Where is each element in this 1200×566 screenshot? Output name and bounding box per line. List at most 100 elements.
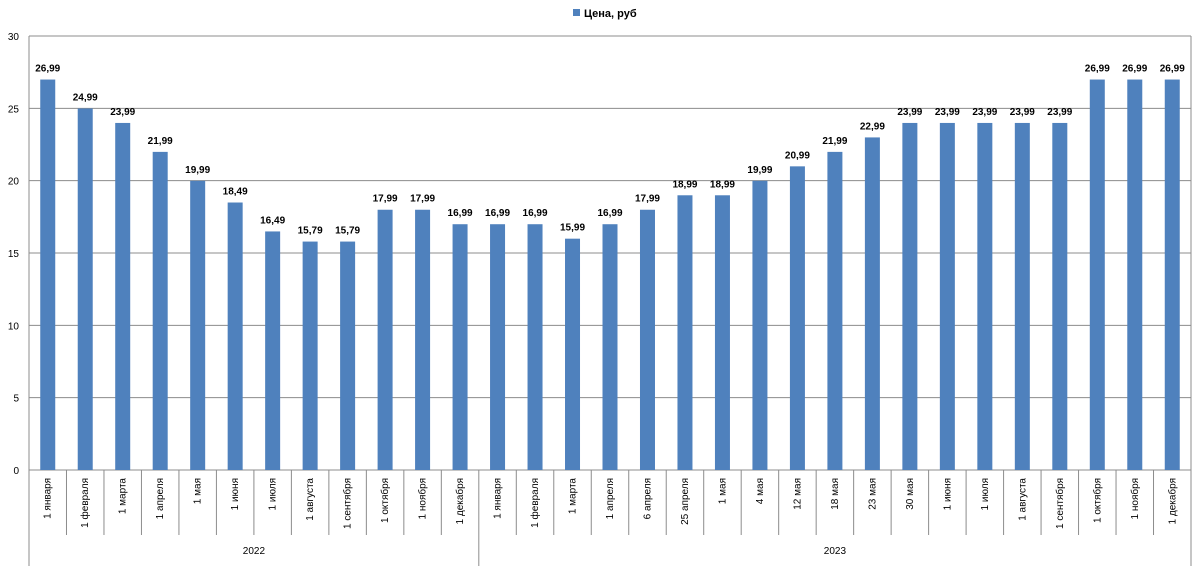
y-axis-ticks: 0 5 10 15 20 25 30 xyxy=(8,32,20,477)
x-category-label: 1 декабря xyxy=(1166,478,1178,524)
bar-value-label: 21,99 xyxy=(148,136,173,147)
y-tick-label: 30 xyxy=(8,32,20,43)
x-category-label: 23 мая xyxy=(867,478,878,510)
x-category-label: 30 мая xyxy=(905,478,916,510)
x-category-label: 1 мая xyxy=(193,478,204,504)
legend-swatch xyxy=(573,9,580,16)
x-category-label: 1 июня xyxy=(942,478,953,510)
bar xyxy=(1014,122,1030,470)
bar xyxy=(602,224,618,470)
bar xyxy=(490,224,506,470)
bar xyxy=(864,137,880,471)
bar xyxy=(40,79,56,470)
bar xyxy=(1089,79,1105,470)
x-category-label: 1 февраля xyxy=(529,478,541,528)
bar-value-label: 26,99 xyxy=(1085,64,1110,75)
x-category-label: 1 сентября xyxy=(1054,478,1066,529)
x-category-label: 18 мая xyxy=(830,478,841,510)
y-tick-label: 25 xyxy=(8,104,20,115)
y-tick-label: 20 xyxy=(8,177,20,188)
bar-value-label: 16,49 xyxy=(260,215,285,226)
bar xyxy=(677,195,693,470)
x-category-label: 1 марта xyxy=(118,478,129,515)
y-tick-label: 0 xyxy=(13,466,19,477)
x-category-label: 1 декабря xyxy=(454,478,466,524)
bar xyxy=(789,166,805,470)
bar-value-label: 19,99 xyxy=(185,165,210,176)
bar xyxy=(639,209,655,470)
bar xyxy=(152,151,168,471)
bar xyxy=(415,209,431,470)
bar-value-label: 15,99 xyxy=(560,223,585,234)
bar-value-label: 16,99 xyxy=(485,208,510,219)
bar xyxy=(939,122,955,470)
bar xyxy=(302,241,318,470)
chart-legend: Цена, руб xyxy=(573,8,637,20)
x-category-label: 1 августа xyxy=(1017,478,1028,521)
bar-value-label: 19,99 xyxy=(747,165,772,176)
x-category-label: 12 мая xyxy=(792,478,803,510)
bars xyxy=(40,79,1180,471)
x-category-label: 1 ноября xyxy=(417,478,429,519)
x-category-label: 1 ноября xyxy=(1129,478,1141,519)
bar-value-label: 16,99 xyxy=(448,208,473,219)
bar xyxy=(227,202,243,470)
bar xyxy=(115,122,131,470)
axes xyxy=(28,36,1192,566)
x-category-label: 1 апреля xyxy=(155,478,166,519)
bar-value-label: 20,99 xyxy=(785,150,810,161)
x-category-label: 1 февраля xyxy=(79,478,91,528)
bar-value-label: 23,99 xyxy=(935,107,960,118)
bar-value-label: 17,99 xyxy=(373,194,398,205)
x-category-label: 1 апреля xyxy=(605,478,616,519)
bar-value-label: 23,99 xyxy=(897,107,922,118)
x-category-label: 1 сентября xyxy=(342,478,354,529)
x-axis-year-groups: 2022 2023 xyxy=(243,546,847,557)
bar xyxy=(565,238,581,470)
x-category-label: 25 апреля xyxy=(680,478,691,525)
bar-value-label: 23,99 xyxy=(110,107,135,118)
x-axis-categories: 1 января 1 февраля 1 марта 1 апреля 1 мая 1 и… xyxy=(43,478,1179,529)
x-category-label: 1 августа xyxy=(305,478,316,521)
x-category-label: 1 января xyxy=(43,478,54,519)
bar xyxy=(1127,79,1143,470)
bar-value-label: 18,99 xyxy=(710,179,735,190)
bar xyxy=(265,231,281,470)
x-category-label: 1 июля xyxy=(980,478,991,510)
x-category-label: 6 апреля xyxy=(642,478,653,519)
bar xyxy=(340,241,356,470)
bar xyxy=(452,224,468,470)
bar-value-label: 23,99 xyxy=(1047,107,1072,118)
x-category-label: 1 мая xyxy=(717,478,728,504)
bar xyxy=(752,180,768,470)
x-category-label: 1 октября xyxy=(1091,478,1103,523)
bar-value-label: 18,49 xyxy=(223,187,248,198)
bar-value-label: 15,79 xyxy=(335,226,360,237)
bar xyxy=(527,224,543,470)
bar xyxy=(977,122,993,470)
x-category-label: 1 июля xyxy=(268,478,279,510)
x-category-label: 1 января xyxy=(493,478,504,519)
bar-value-label: 23,99 xyxy=(1010,107,1035,118)
bar xyxy=(1052,122,1068,470)
x-category-label: 1 октября xyxy=(379,478,391,523)
bar xyxy=(77,108,93,470)
bar xyxy=(190,180,206,470)
bar-value-label: 16,99 xyxy=(523,208,548,219)
bar xyxy=(902,122,918,470)
bar xyxy=(714,195,730,470)
bar-value-label: 17,99 xyxy=(635,194,660,205)
y-tick-label: 5 xyxy=(13,394,19,405)
bar-value-label: 26,99 xyxy=(1122,64,1147,75)
bar-value-label: 22,99 xyxy=(860,121,885,132)
bar-value-label: 23,99 xyxy=(972,107,997,118)
x-group-label: 2023 xyxy=(824,546,847,557)
bar xyxy=(827,151,843,471)
bar xyxy=(377,209,393,470)
legend-label: Цена, руб xyxy=(584,8,637,20)
bar-value-label: 15,79 xyxy=(298,226,323,237)
bar-value-label: 17,99 xyxy=(410,194,435,205)
bar-value-label: 16,99 xyxy=(597,208,622,219)
x-group-label: 2022 xyxy=(243,546,266,557)
